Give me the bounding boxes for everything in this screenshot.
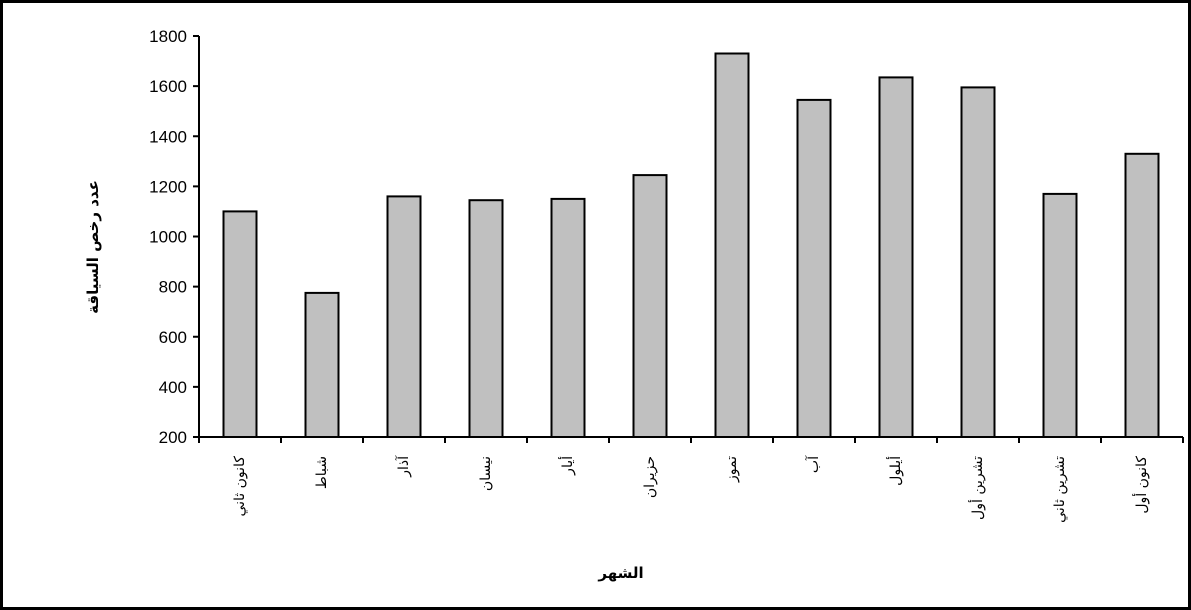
bar-7 — [714, 52, 750, 438]
bar-2 — [304, 291, 340, 438]
x-tick-label: كانون أول — [1132, 456, 1150, 514]
y-tick-label: 1400 — [149, 127, 187, 146]
x-tick-label: أيلول — [886, 456, 904, 486]
bars-layer — [222, 52, 1160, 439]
x-tick-label: حزيران — [642, 456, 658, 498]
bar-12 — [1124, 152, 1160, 439]
x-axis-ticks: كانون ثاني شباط آذار نيسان أيار حزيران تموز آب أ… — [198, 437, 1184, 523]
x-tick-label: تشرين أول — [968, 456, 986, 520]
x-tick-label: تشرين ثاني — [1052, 456, 1068, 523]
bar-6 — [632, 174, 668, 438]
bar-11 — [1042, 192, 1078, 438]
y-axis-title: عدد رخص السياقة — [84, 180, 102, 314]
x-tick-label: أيار — [558, 456, 576, 476]
bar-4 — [468, 199, 504, 438]
y-tick-label: 1200 — [149, 177, 187, 196]
bar-3 — [386, 195, 422, 438]
y-tick-label: 800 — [159, 278, 187, 297]
x-tick-label: كانون ثاني — [232, 456, 248, 517]
bar-1 — [222, 210, 258, 438]
bar-5 — [550, 197, 586, 438]
bar-8 — [796, 98, 832, 439]
x-tick-label: شباط — [314, 456, 330, 489]
y-tick-label: 1000 — [149, 228, 187, 247]
y-tick-label: 1600 — [149, 77, 187, 96]
x-tick-label: آذار — [395, 455, 412, 478]
bar-9 — [878, 76, 914, 439]
x-tick-label: تموز — [724, 456, 740, 483]
x-tick-label: نيسان — [478, 456, 494, 491]
bar-10 — [960, 86, 996, 439]
y-tick-label: 400 — [159, 378, 187, 397]
axes-layer — [198, 36, 1183, 438]
y-axis-ticks: 200 400 600 800 1000 1200 1400 1600 1800 — [149, 27, 199, 447]
y-tick-label: 1800 — [149, 27, 187, 46]
y-tick-label: 200 — [159, 428, 187, 447]
y-tick-label: 600 — [159, 328, 187, 347]
x-tick-label: آب — [805, 455, 822, 473]
x-axis-title: الشهر — [597, 564, 643, 582]
